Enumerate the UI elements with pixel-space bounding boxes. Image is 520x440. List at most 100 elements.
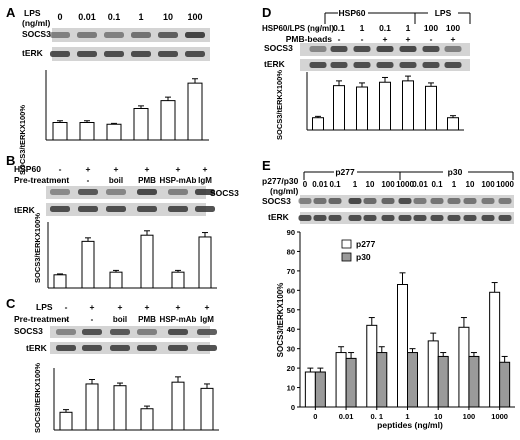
- panel-d: D HSP60 LPS HSP60/LPS (ng/ml) -0.1 1 0.1 1 1…: [262, 5, 471, 140]
- e-r1-value: 0.1: [329, 180, 341, 189]
- blot-band: [422, 62, 440, 68]
- blot-band: [137, 206, 157, 212]
- panel-a-dose-labels: 0 0.01 0.1 1 10 100: [57, 12, 202, 22]
- blot-band: [413, 215, 427, 221]
- bar: [59, 411, 73, 431]
- x-tick-label: 100: [463, 412, 476, 421]
- blot-band: [137, 189, 157, 195]
- d-r1-value: 100: [424, 23, 438, 33]
- e-r1-value: 100: [381, 180, 395, 189]
- a-doses-value: 10: [163, 12, 173, 22]
- bar-p277: [366, 324, 378, 408]
- blot-band: [50, 189, 70, 195]
- a-doses-value: 0.1: [108, 12, 121, 22]
- panel-a-bar-chart: [45, 70, 209, 141]
- e-r1-value: 1000: [396, 180, 414, 189]
- panel-d-group-lps: LPS: [435, 8, 452, 18]
- blot-band: [328, 198, 342, 204]
- x-tick-label: 1000: [491, 412, 508, 421]
- blot-band: [313, 215, 327, 221]
- bar: [79, 122, 95, 141]
- blot-band: [399, 62, 417, 68]
- blot-band: [158, 32, 178, 38]
- bar-p30: [499, 361, 511, 408]
- c-r2-value: -: [65, 315, 68, 324]
- blot-band: [131, 51, 151, 57]
- panel-d-terk-bands: [309, 62, 462, 68]
- e-r1-value: 0.01: [412, 180, 428, 189]
- panel-b-socs3-bands: [50, 189, 215, 195]
- blot-band: [463, 215, 477, 221]
- panel-c-blot-terk-label: tERK: [26, 343, 48, 353]
- y-tick-label: 10: [287, 384, 295, 393]
- bar-p30: [314, 371, 326, 408]
- y-tick-label: 20: [287, 364, 295, 373]
- panel-b-blot-socs3-label: SOCS3: [210, 188, 239, 198]
- panel-a-blot-socs3-label: SOCS3: [22, 29, 51, 39]
- blot-band: [168, 189, 188, 195]
- panel-d-blot-socs3-label: SOCS3: [264, 43, 293, 53]
- d-r2-value: -: [317, 34, 320, 44]
- blot-band: [158, 51, 178, 57]
- b-r2-value: HSP-mAb: [160, 176, 197, 185]
- blot-band: [348, 198, 362, 204]
- blot-band: [110, 345, 130, 351]
- d-r1-value: 0.1: [379, 23, 391, 33]
- panel-a-terk-bands: [50, 51, 205, 57]
- bar: [402, 80, 414, 131]
- bar: [52, 122, 68, 141]
- panel-d-bar-chart: [306, 72, 464, 131]
- e-r1-value: 0: [303, 180, 308, 189]
- d-r2-value: +: [451, 34, 456, 44]
- panel-c-row1-values: - + + + + +: [65, 302, 210, 312]
- d-r2-value: +: [383, 34, 388, 44]
- d-r2-value: -: [338, 34, 341, 44]
- panel-e-bar-chart: 0 10 20 30 40 50 60 70 80 90 0 0.01 0. 1 1 10 100 1000: [287, 228, 515, 421]
- bar: [356, 86, 368, 131]
- bar: [333, 85, 345, 131]
- panel-b-row1-label: HSP60: [14, 164, 41, 174]
- panel-d-row2-values: - - - + + - +: [317, 34, 456, 44]
- blot-band: [195, 206, 215, 212]
- panel-e-row1-unit: (ng/ml): [270, 186, 298, 196]
- b-r2-value: boil: [109, 176, 123, 185]
- legend-swatch-p277: [341, 239, 352, 249]
- bar-p30: [468, 355, 480, 408]
- panel-e-terk-bands: [298, 215, 512, 221]
- bar-p30: [407, 352, 418, 408]
- blot-band: [398, 215, 412, 221]
- panel-b-blot-terk-label: tERK: [14, 205, 36, 215]
- bar-p277: [489, 291, 501, 408]
- y-tick-label: 90: [287, 228, 295, 237]
- panel-e-legend: p277 p30: [341, 239, 376, 262]
- blot-band: [447, 215, 461, 221]
- b-r2-value: IgM: [198, 176, 212, 185]
- blot-band: [330, 46, 348, 52]
- blot-band: [137, 345, 157, 351]
- e-r1-value: 0.1: [431, 180, 443, 189]
- panel-d-socs3-bands: [309, 46, 462, 52]
- bar: [379, 81, 391, 131]
- bar: [160, 100, 176, 141]
- y-tick-label: 0: [291, 403, 295, 412]
- blot-band: [50, 32, 70, 38]
- bar: [187, 82, 203, 141]
- d-r2-value: -: [430, 34, 433, 44]
- blot-band: [106, 189, 126, 195]
- blot-band: [77, 51, 97, 57]
- panel-b: B HSP60 - + + + + + Pre-treatment - - boil PMB HS…: [6, 153, 239, 289]
- bar-p30: [345, 357, 357, 408]
- panel-c-bar-chart: [53, 368, 219, 431]
- bar: [113, 385, 127, 431]
- c-r1-value: -: [65, 302, 68, 312]
- panel-c: C LPS - + + + + + Pre-treatment - - boil PMB HSP-…: [6, 296, 219, 433]
- b-r1-value: +: [145, 164, 150, 174]
- bar-p277: [458, 326, 470, 408]
- bar-p30: [437, 355, 449, 408]
- blot-band: [330, 62, 348, 68]
- panel-a-blot-terk-label: tERK: [22, 48, 44, 58]
- blot-band: [56, 329, 76, 335]
- b-r1-value: +: [203, 164, 208, 174]
- blot-band: [298, 198, 312, 204]
- c-r1-value: +: [118, 302, 123, 312]
